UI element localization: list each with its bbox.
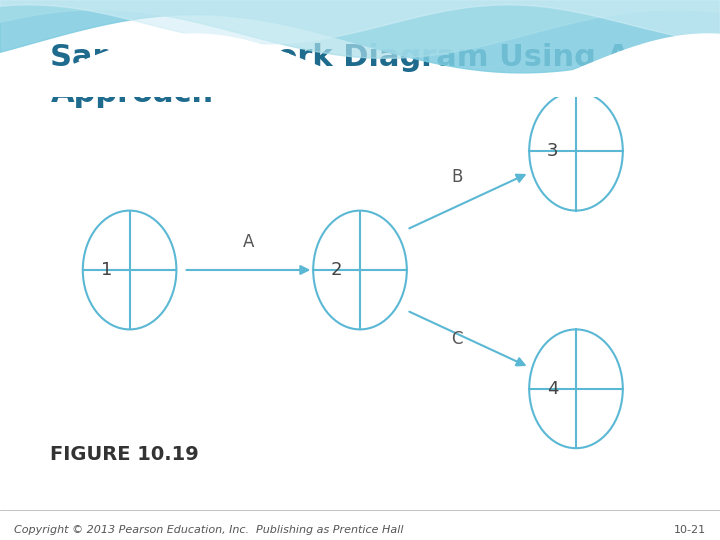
Text: 10-21: 10-21 [673,524,706,535]
Text: 4: 4 [547,380,558,398]
Text: Sample Network Diagram Using AOA
Approach: Sample Network Diagram Using AOA Approac… [50,43,679,108]
Text: 2: 2 [331,261,342,279]
Text: B: B [451,168,463,186]
Text: 1: 1 [101,261,112,279]
Text: FIGURE 10.19: FIGURE 10.19 [50,446,199,464]
Text: C: C [451,330,463,348]
Text: 3: 3 [547,142,558,160]
Text: A: A [243,233,254,251]
Text: Copyright © 2013 Pearson Education, Inc.  Publishing as Prentice Hall: Copyright © 2013 Pearson Education, Inc.… [14,524,404,535]
